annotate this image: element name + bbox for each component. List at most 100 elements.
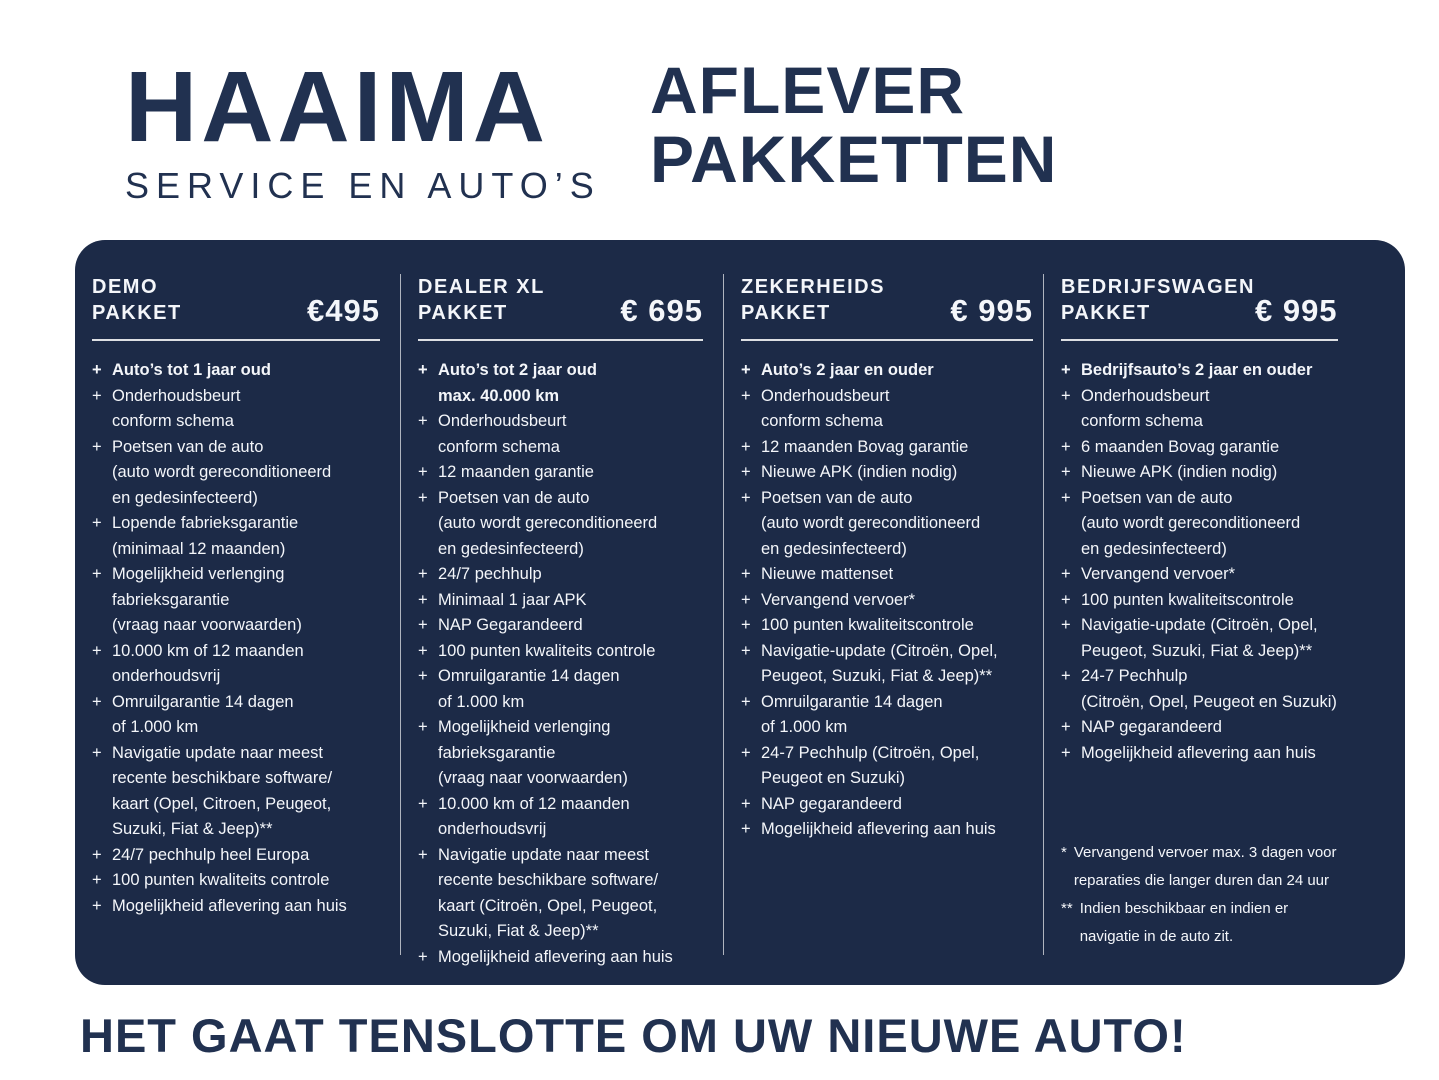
- feature-item: + Mogelijkheid verlenging fabrieksgarant…: [92, 562, 380, 639]
- package-feature-list: + Auto’s 2 jaar en ouder + Onderhoudsbeu…: [741, 358, 1033, 843]
- footnote: ** Indien beschikbaar en indien er navig…: [1061, 895, 1338, 951]
- footnote-marker: *: [1061, 844, 1067, 861]
- feature-item: + NAP Gegarandeerd: [418, 613, 703, 639]
- feature-text: Mogelijkheid verlenging fabrieksgarantie…: [112, 565, 302, 634]
- plus-marker: +: [1061, 463, 1071, 481]
- feature-text: NAP Gegarandeerd: [438, 616, 583, 634]
- plus-marker: +: [741, 590, 751, 609]
- feature-text: Poetsen van de auto (auto wordt gerecond…: [1081, 488, 1301, 558]
- plus-marker: +: [741, 437, 751, 456]
- feature-item: + 10.000 km of 12 maanden onderhoudsvrij: [92, 639, 380, 690]
- feature-item: + Poetsen van de auto (auto wordt gereco…: [1061, 486, 1338, 563]
- feature-item: + 12 maanden garantie: [418, 460, 703, 486]
- plus-marker: +: [741, 641, 751, 660]
- feature-item: + 24/7 pechhulp: [418, 562, 703, 588]
- feature-item: + 100 punten kwaliteitscontrole: [741, 613, 1033, 639]
- feature-text: Navigatie update naar meest recente besc…: [438, 845, 659, 941]
- feature-item: + Navigatie update naar meest recente be…: [418, 843, 703, 945]
- feature-item: + Nieuwe APK (indien nodig): [1061, 460, 1338, 486]
- feature-text: Onderhoudsbeurt conform schema: [761, 386, 890, 431]
- plus-marker: +: [418, 565, 428, 583]
- plus-marker: +: [92, 845, 102, 864]
- feature-item: + 24/7 pechhulp heel Europa: [92, 843, 380, 869]
- plus-marker: +: [92, 896, 102, 915]
- feature-item: + 100 punten kwaliteits controle: [92, 868, 380, 894]
- feature-item: + Omruilgarantie 14 dagen of 1.000 km: [418, 664, 703, 715]
- package-feature-list: + Auto’s tot 2 jaar oud max. 40.000 km +…: [418, 358, 703, 970]
- feature-text: Auto’s 2 jaar en ouder: [761, 361, 934, 379]
- package-column: ZEKERHEIDS PAKKET € 995 + Auto’s 2 jaar …: [723, 274, 1043, 955]
- feature-text: 12 maanden garantie: [438, 463, 594, 481]
- footnotes: [92, 951, 380, 955]
- plus-marker: +: [418, 488, 428, 507]
- footer-tagline: HET GAAT TENSLOTTE OM UW NIEUWE AUTO!: [80, 1009, 1187, 1062]
- plus-marker: +: [1061, 488, 1071, 507]
- plus-marker: +: [92, 361, 102, 379]
- feature-text: 24/7 pechhulp: [438, 565, 542, 583]
- package-column: DEALER XL PAKKET € 695 + Auto’s tot 2 ja…: [400, 274, 723, 966]
- feature-text: Poetsen van de auto (auto wordt gerecond…: [112, 437, 332, 507]
- feature-item: + Nieuwe mattenset: [741, 562, 1033, 588]
- feature-item: + NAP gegarandeerd: [741, 792, 1033, 818]
- feature-text: Mogelijkheid aflevering aan huis: [112, 896, 347, 915]
- plus-marker: +: [1061, 667, 1071, 685]
- package-column: DEMO PAKKET €495 + Auto’s tot 1 jaar oud…: [75, 274, 400, 955]
- feature-item: + Mogelijkheid aflevering aan huis: [92, 894, 380, 920]
- feature-text: Onderhoudsbeurt conform schema: [1081, 386, 1210, 431]
- feature-text: Onderhoudsbeurt conform schema: [112, 386, 241, 431]
- feature-text: Lopende fabrieksgarantie (minimaal 12 ma…: [112, 514, 299, 558]
- feature-text: Vervangend vervoer*: [1081, 565, 1236, 583]
- plus-marker: +: [741, 616, 751, 634]
- feature-text: Vervangend vervoer*: [761, 590, 916, 609]
- package-price: € 695: [620, 293, 703, 328]
- footnote: * Vervangend vervoer max. 3 dagen voor r…: [1061, 839, 1338, 895]
- plus-marker: +: [741, 488, 751, 507]
- plus-marker: +: [418, 590, 428, 609]
- feature-item: + Onderhoudsbeurt conform schema: [92, 384, 380, 435]
- feature-item: + Omruilgarantie 14 dagen of 1.000 km: [741, 690, 1033, 741]
- feature-text: 100 punten kwaliteitscontrole: [761, 616, 974, 634]
- feature-item: + Mogelijkheid verlenging fabrieksgarant…: [418, 715, 703, 792]
- packages-panel: DEMO PAKKET €495 + Auto’s tot 1 jaar oud…: [75, 240, 1405, 985]
- package-name: BEDRIJFSWAGEN PAKKET: [1061, 276, 1255, 324]
- feature-item: + Auto’s tot 2 jaar oud max. 40.000 km: [418, 358, 703, 409]
- package-feature-list: + Auto’s tot 1 jaar oud + Onderhoudsbeur…: [92, 358, 380, 919]
- plus-marker: +: [741, 565, 751, 583]
- plus-marker: +: [741, 361, 751, 379]
- plus-marker: +: [92, 871, 102, 889]
- plus-marker: +: [741, 386, 751, 405]
- feature-item: + Vervangend vervoer*: [1061, 562, 1338, 588]
- footnotes: * Vervangend vervoer max. 3 dagen voor r…: [1061, 839, 1338, 955]
- package-header: DEALER XL PAKKET € 695: [418, 274, 703, 326]
- plus-marker: +: [92, 641, 102, 660]
- package-price: € 995: [950, 293, 1033, 328]
- feature-text: Omruilgarantie 14 dagen of 1.000 km: [438, 667, 620, 711]
- feature-text: Navigatie-update (Citroën, Opel, Peugeot…: [761, 641, 998, 686]
- footnotes: [741, 951, 1033, 955]
- feature-text: Omruilgarantie 14 dagen of 1.000 km: [761, 692, 943, 737]
- plus-marker: +: [418, 412, 428, 430]
- feature-item: + Mogelijkheid aflevering aan huis: [418, 945, 703, 971]
- plus-marker: +: [92, 565, 102, 583]
- package-header: ZEKERHEIDS PAKKET € 995: [741, 274, 1033, 326]
- plus-marker: +: [741, 463, 751, 481]
- feature-text: Nieuwe APK (indien nodig): [1081, 463, 1278, 481]
- package-name: DEMO PAKKET: [92, 276, 182, 324]
- feature-text: Poetsen van de auto (auto wordt gerecond…: [761, 488, 981, 558]
- feature-item: + 12 maanden Bovag garantie: [741, 435, 1033, 461]
- feature-item: + Poetsen van de auto (auto wordt gereco…: [741, 486, 1033, 563]
- feature-item: + Poetsen van de auto (auto wordt gereco…: [92, 435, 380, 512]
- feature-text: 6 maanden Bovag garantie: [1081, 437, 1280, 456]
- plus-marker: +: [92, 692, 102, 711]
- plus-marker: +: [741, 820, 751, 838]
- brand-subtitle: SERVICE EN AUTO’S: [125, 165, 601, 206]
- plus-marker: +: [1061, 565, 1071, 583]
- feature-text: Mogelijkheid aflevering aan huis: [438, 947, 673, 966]
- plus-marker: +: [92, 386, 102, 405]
- feature-text: Omruilgarantie 14 dagen of 1.000 km: [112, 692, 294, 737]
- feature-text: Poetsen van de auto (auto wordt gerecond…: [438, 488, 658, 558]
- feature-text: NAP gegarandeerd: [761, 794, 902, 813]
- package-name: DEALER XL PAKKET: [418, 276, 545, 324]
- plus-marker: +: [418, 361, 428, 379]
- package-header: BEDRIJFSWAGEN PAKKET € 995: [1061, 274, 1338, 326]
